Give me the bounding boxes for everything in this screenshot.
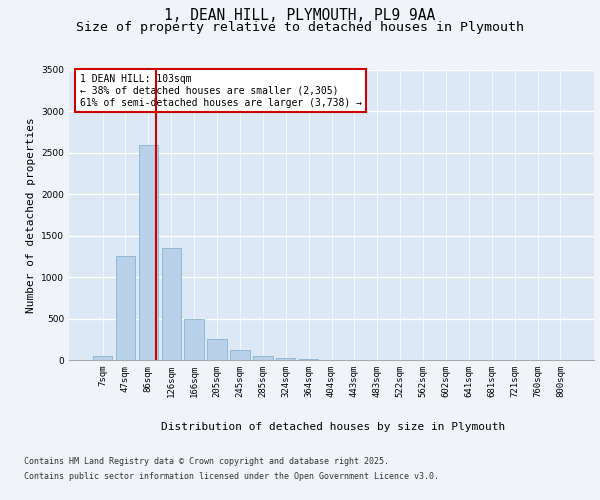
Text: Contains HM Land Registry data © Crown copyright and database right 2025.: Contains HM Land Registry data © Crown c… — [24, 457, 389, 466]
Y-axis label: Number of detached properties: Number of detached properties — [26, 117, 35, 313]
Bar — [139, 144, 158, 360]
Bar — [299, 359, 319, 360]
Bar — [276, 358, 295, 360]
Text: Size of property relative to detached houses in Plymouth: Size of property relative to detached ho… — [76, 21, 524, 34]
Text: 1 DEAN HILL: 103sqm
← 38% of detached houses are smaller (2,305)
61% of semi-det: 1 DEAN HILL: 103sqm ← 38% of detached ho… — [79, 74, 361, 108]
Text: 1, DEAN HILL, PLYMOUTH, PL9 9AA: 1, DEAN HILL, PLYMOUTH, PL9 9AA — [164, 8, 436, 22]
Bar — [116, 256, 135, 360]
Bar — [161, 248, 181, 360]
Text: Distribution of detached houses by size in Plymouth: Distribution of detached houses by size … — [161, 422, 505, 432]
Bar — [184, 318, 204, 360]
Bar — [208, 340, 227, 360]
Bar — [93, 356, 112, 360]
Text: Contains public sector information licensed under the Open Government Licence v3: Contains public sector information licen… — [24, 472, 439, 481]
Bar — [253, 356, 272, 360]
Bar — [230, 350, 250, 360]
